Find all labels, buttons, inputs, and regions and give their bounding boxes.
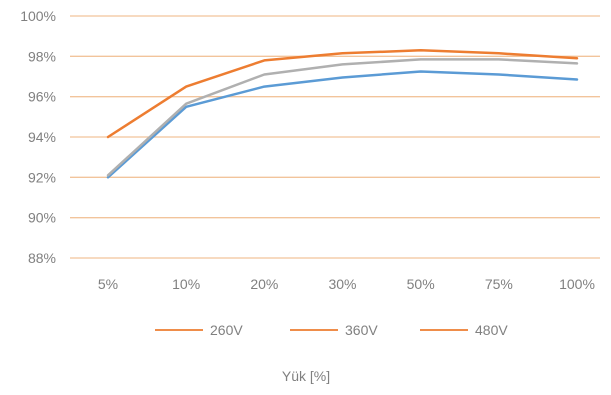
y-tick-label: 88%: [28, 250, 56, 266]
legend: 260V 360V 480V: [155, 322, 508, 338]
x-tick-label: 5%: [98, 276, 118, 292]
y-tick-label: 100%: [20, 8, 56, 24]
x-tick-label: 20%: [250, 276, 278, 292]
x-axis: 5% 10% 20% 30% 50% 75% 100%: [98, 276, 595, 292]
x-axis-title: Yük [%]: [282, 368, 330, 384]
legend-label-260v: 260V: [210, 322, 243, 338]
y-tick-label: 96%: [28, 89, 56, 105]
y-tick-label: 90%: [28, 210, 56, 226]
x-tick-label: 10%: [172, 276, 200, 292]
series-line-260v: [106, 70, 579, 179]
y-tick-label: 92%: [28, 169, 56, 185]
series-line-360v: [106, 58, 579, 177]
x-tick-label: 75%: [485, 276, 513, 292]
y-tick-label: 98%: [28, 48, 56, 64]
grid-layer: [70, 15, 600, 259]
x-tick-label: 30%: [328, 276, 356, 292]
series-line-480v: [106, 49, 579, 139]
legend-label-360v: 360V: [345, 322, 378, 338]
x-tick-label: 100%: [559, 276, 595, 292]
y-axis: 88% 90% 92% 94% 96% 98% 100%: [20, 8, 56, 266]
x-tick-label: 50%: [407, 276, 435, 292]
y-tick-label: 94%: [28, 129, 56, 145]
series-layer: [106, 49, 579, 179]
legend-label-480v: 480V: [475, 322, 508, 338]
